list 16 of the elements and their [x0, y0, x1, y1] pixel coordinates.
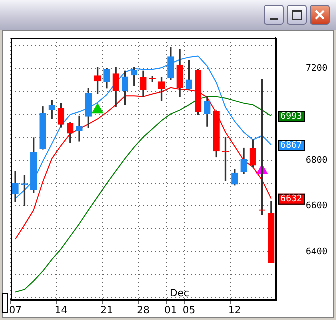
- x-tick-label: 14: [54, 306, 68, 317]
- data-label: 6867: [280, 140, 302, 151]
- y-tick-label: 7200: [306, 64, 328, 74]
- x-tick-label: 12: [228, 306, 242, 317]
- data-label: 6632: [280, 194, 302, 205]
- data-label: 6993: [280, 112, 302, 122]
- annotation: Dec: [170, 288, 190, 300]
- x-tick-label: 21: [100, 306, 114, 317]
- candlestick: [76, 116, 83, 142]
- x-tick-label: 28: [137, 306, 150, 317]
- x-tick-label: 07: [9, 306, 22, 317]
- y-tick-label: 6600: [306, 202, 328, 212]
- x-tick-label: 01: [164, 306, 178, 317]
- y-tick-label: 6400: [306, 247, 328, 258]
- x-tick-label: 05: [182, 306, 196, 317]
- y-tick-label: 6800: [306, 156, 328, 166]
